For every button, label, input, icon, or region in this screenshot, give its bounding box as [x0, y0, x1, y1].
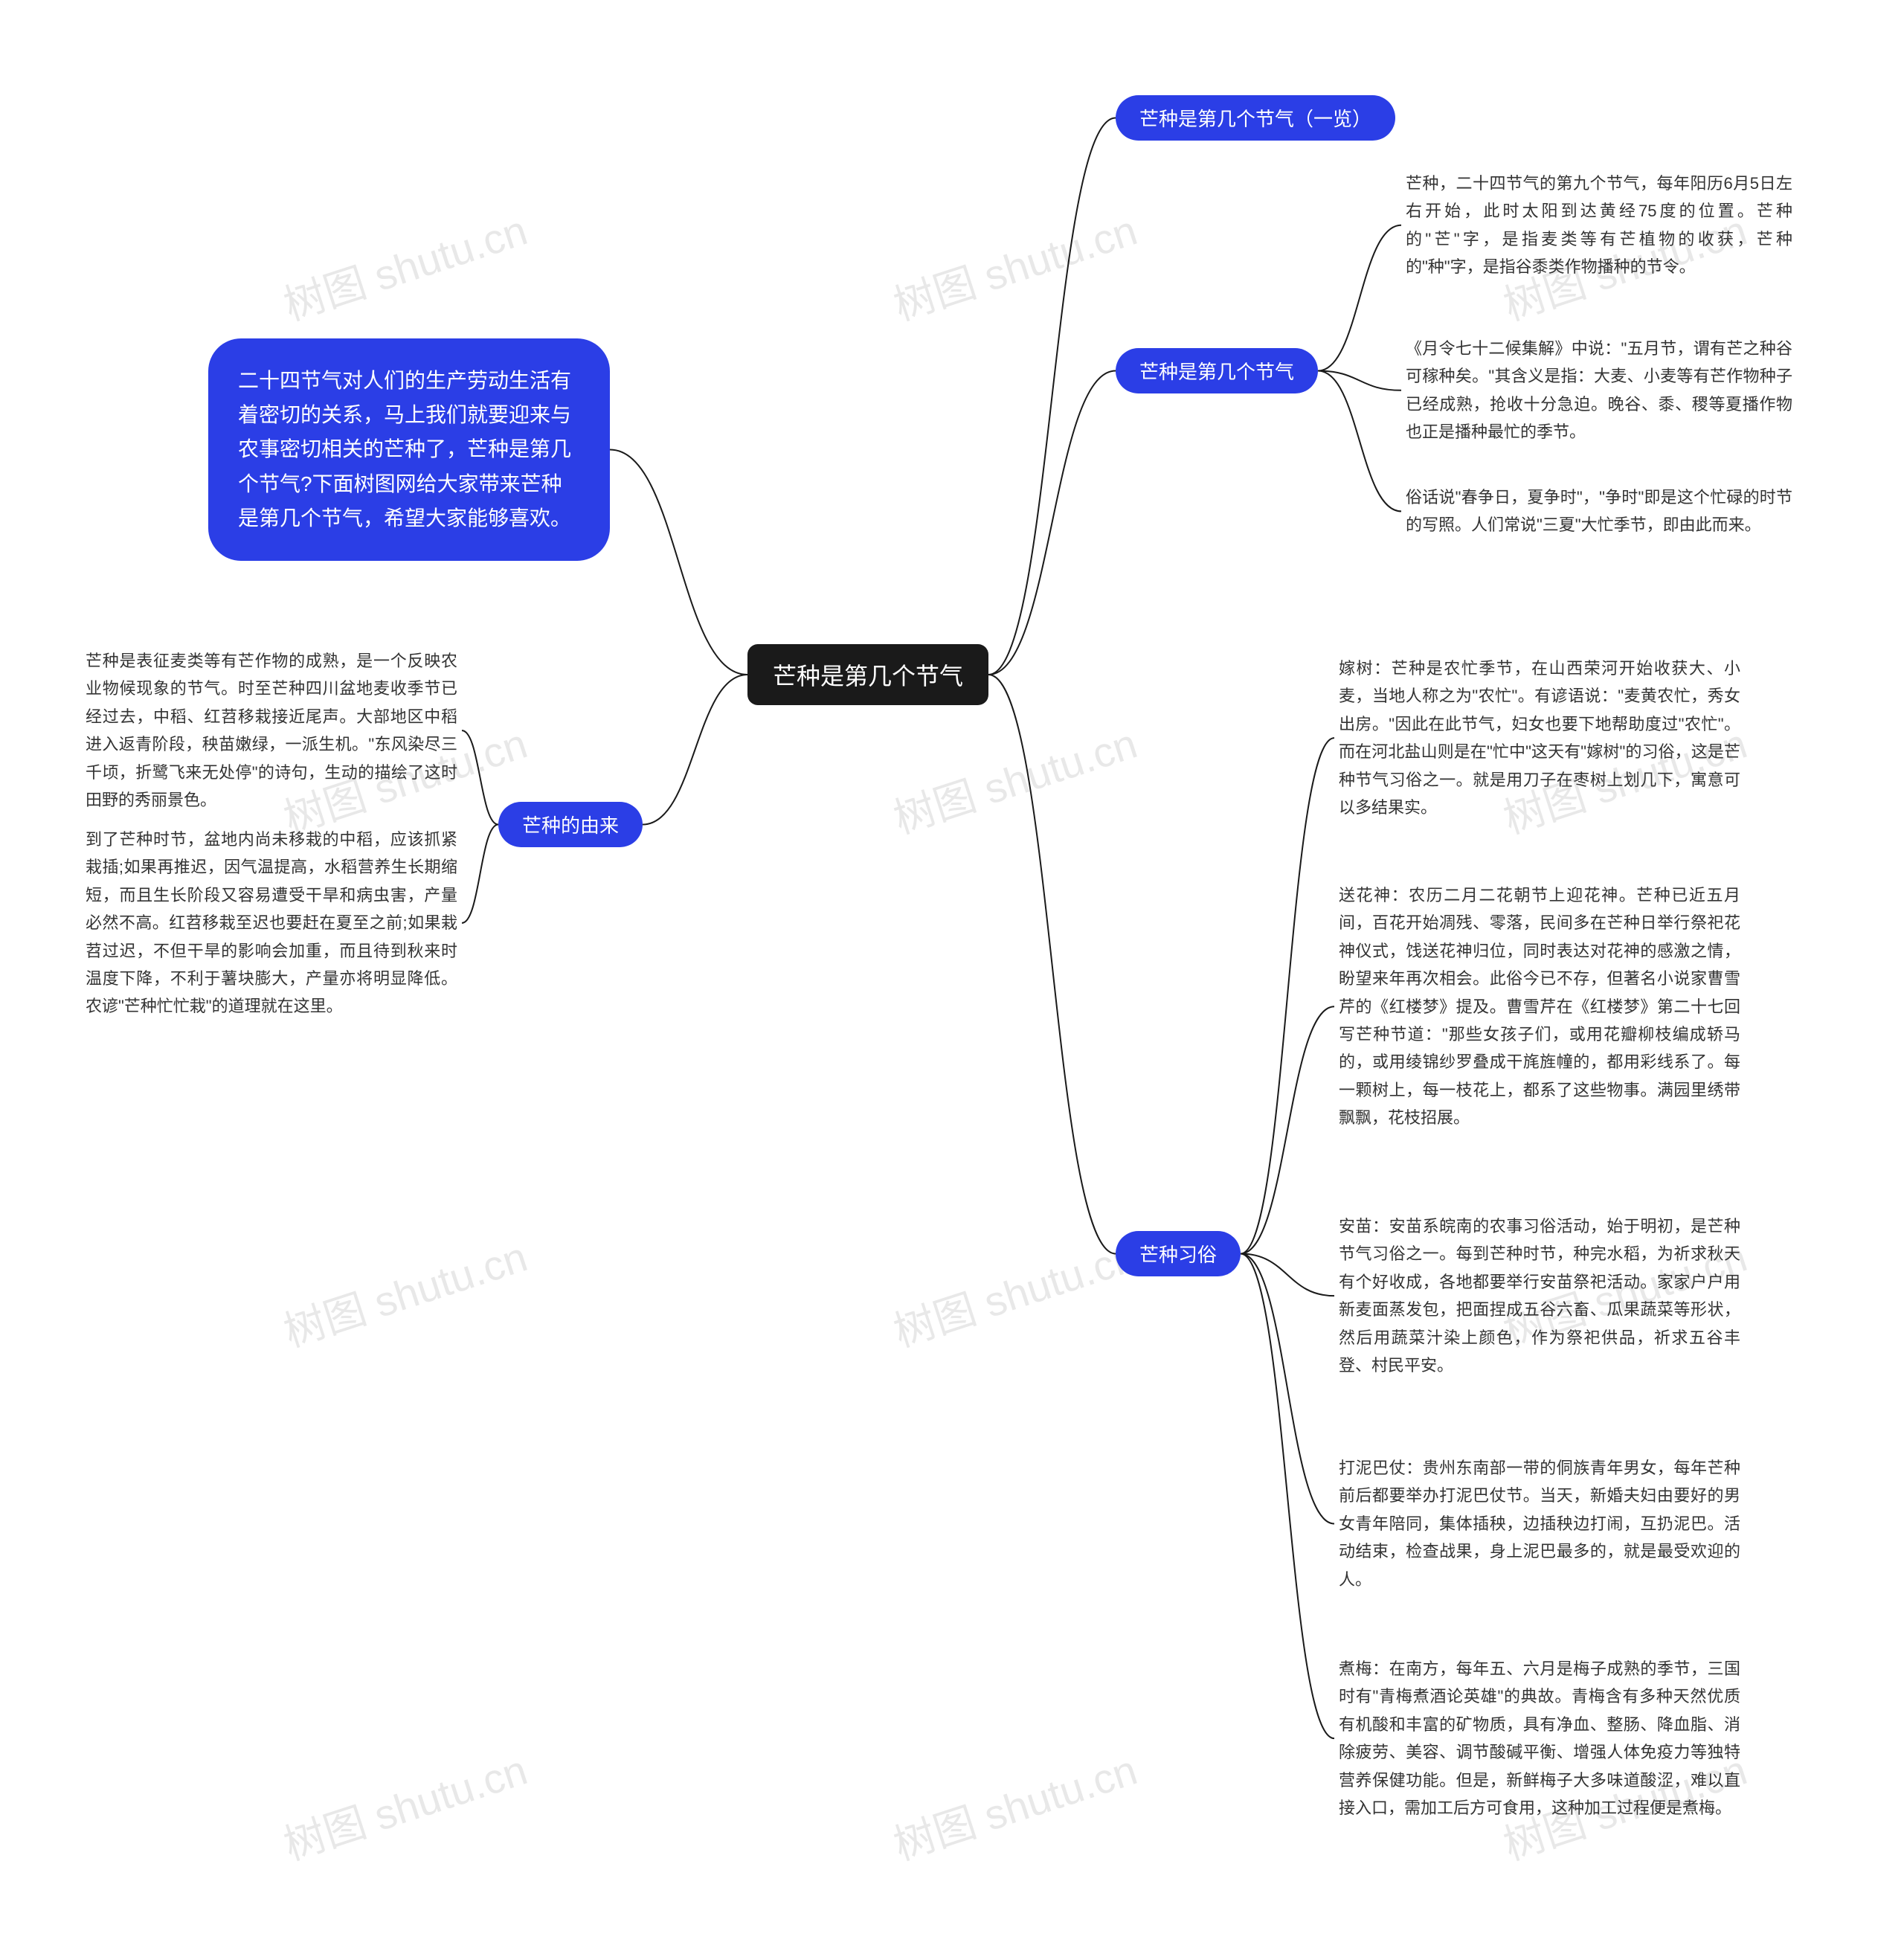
mindmap-stage: 树图 shutu.cn 树图 shutu.cn 树图 shutu.cn 树图 s…	[0, 0, 1904, 1954]
watermark: 树图 shutu.cn	[885, 710, 1144, 846]
custom-leaf-2: 安苗：安苗系皖南的农事习俗活动，始于明初，是芒种节气习俗之一。每到芒种时节，种完…	[1339, 1212, 1740, 1379]
overview-label: 芒种是第几个节气（一览）	[1139, 108, 1371, 130]
custom-leaf-3: 打泥巴仗：贵州东南部一带的侗族青年男女，每年芒种前后都要举办打泥巴仗节。当天，新…	[1339, 1454, 1740, 1593]
origin-node[interactable]: 芒种的由来	[498, 802, 643, 847]
custom-leaf-0: 嫁树：芒种是农忙季节，在山西荣河开始收获大、小麦，当地人称之为"农忙"。有谚语说…	[1339, 655, 1740, 821]
watermark: 树图 shutu.cn	[885, 1737, 1144, 1872]
custom-label: 芒种习俗	[1139, 1244, 1217, 1266]
custom-leaf-1: 送花神：农历二月二花朝节上迎花神。芒种已近五月间，百花开始凋残、零落，民间多在芒…	[1339, 881, 1740, 1132]
intro-text: 二十四节气对人们的生产劳动生活有着密切的关系，马上我们就要迎来与农事密切相关的芒…	[238, 369, 571, 530]
which-label: 芒种是第几个节气	[1139, 361, 1294, 383]
watermark: 树图 shutu.cn	[275, 1737, 534, 1872]
intro-node[interactable]: 二十四节气对人们的生产劳动生活有着密切的关系，马上我们就要迎来与农事密切相关的芒…	[208, 338, 610, 561]
which-leaf-2: 俗话说"春争日，夏争时"，"争时"即是这个忙碌的时节的写照。人们常说"三夏"大忙…	[1406, 483, 1792, 539]
watermark: 树图 shutu.cn	[885, 1224, 1144, 1359]
which-leaf-1: 《月令七十二候集解》中说："五月节，谓有芒之种谷可稼种矣。"其含义是指：大麦、小…	[1406, 335, 1792, 446]
watermark: 树图 shutu.cn	[275, 1224, 534, 1359]
which-leaf-0: 芒种，二十四节气的第九个节气，每年阳历6月5日左右开始，此时太阳到达黄经75度的…	[1406, 170, 1792, 281]
watermark: 树图 shutu.cn	[275, 197, 534, 332]
custom-node[interactable]: 芒种习俗	[1116, 1231, 1241, 1276]
root-node[interactable]: 芒种是第几个节气	[747, 644, 988, 705]
origin-leaf-0: 芒种是表征麦类等有芒作物的成熟，是一个反映农业物候现象的节气。时至芒种四川盆地麦…	[86, 647, 457, 814]
overview-node[interactable]: 芒种是第几个节气（一览）	[1116, 95, 1395, 141]
root-label: 芒种是第几个节气	[773, 663, 963, 690]
origin-leaf-1: 到了芒种时节，盆地内尚未移栽的中稻，应该抓紧栽插;如果再推迟，因气温提高，水稻营…	[86, 826, 457, 1021]
origin-label: 芒种的由来	[522, 814, 619, 837]
custom-leaf-4: 煮梅：在南方，每年五、六月是梅子成熟的季节，三国时有"青梅煮酒论英雄"的典故。青…	[1339, 1655, 1740, 1822]
watermark: 树图 shutu.cn	[885, 197, 1144, 332]
which-node[interactable]: 芒种是第几个节气	[1116, 348, 1318, 393]
